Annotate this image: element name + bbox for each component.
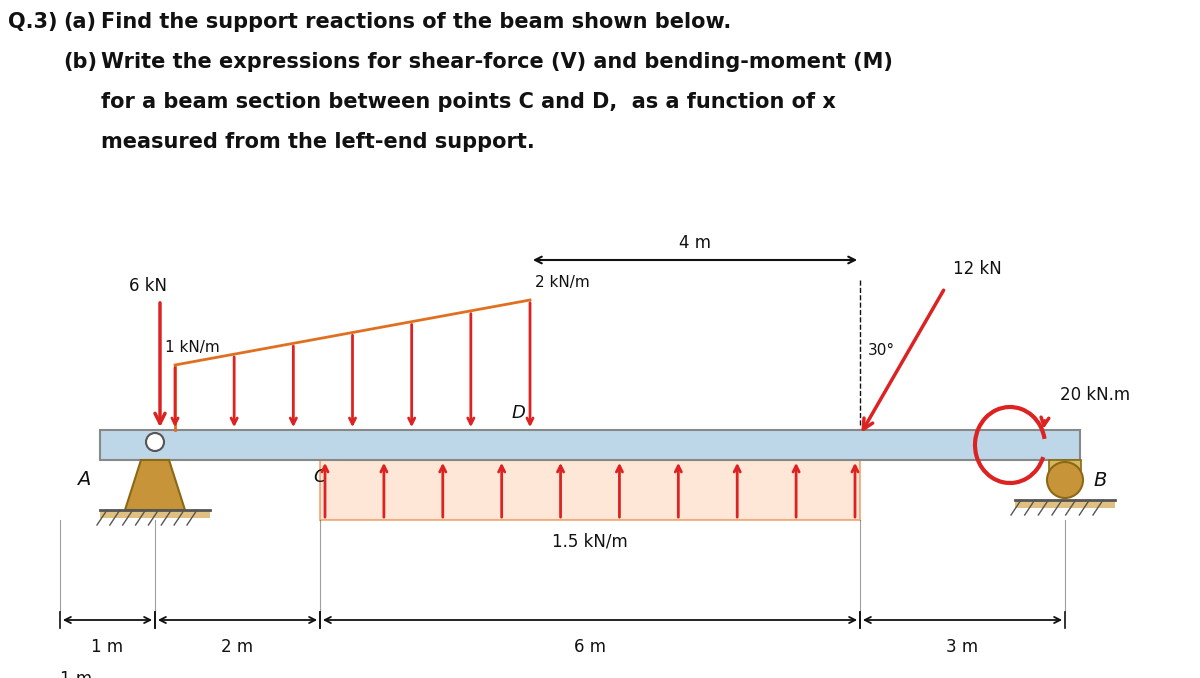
Polygon shape: [125, 460, 185, 510]
Text: (b): (b): [64, 52, 97, 72]
Text: 2 kN/m: 2 kN/m: [535, 275, 589, 290]
Text: B: B: [1093, 471, 1106, 490]
Bar: [100, 510, 210, 518]
Bar: [100, 430, 1080, 460]
Circle shape: [1046, 462, 1084, 498]
Text: for a beam section between points C and D,  as a function of x: for a beam section between points C and …: [101, 92, 836, 112]
Text: D: D: [511, 404, 526, 422]
Text: measured from the left-end support.: measured from the left-end support.: [101, 132, 535, 152]
Bar: [1049, 460, 1081, 480]
Text: 1 kN/m: 1 kN/m: [166, 340, 220, 355]
Text: 6 kN: 6 kN: [130, 277, 167, 295]
Text: Write the expressions for shear-force (V) and bending-moment (M): Write the expressions for shear-force (V…: [101, 52, 893, 72]
Text: (a): (a): [64, 12, 96, 32]
Text: 30°: 30°: [868, 343, 895, 358]
Bar: [1015, 500, 1115, 508]
Text: 20 kN.m: 20 kN.m: [1060, 386, 1130, 404]
Text: A: A: [77, 470, 90, 489]
Text: 2 m: 2 m: [222, 638, 253, 656]
Text: 1 m: 1 m: [91, 638, 124, 656]
Text: Q.3): Q.3): [8, 12, 58, 32]
Text: 12 kN: 12 kN: [953, 260, 1002, 278]
Text: 4 m: 4 m: [679, 234, 710, 252]
Text: C: C: [313, 468, 326, 486]
Text: 1 m: 1 m: [60, 670, 92, 678]
Text: Find the support reactions of the beam shown below.: Find the support reactions of the beam s…: [101, 12, 731, 32]
Circle shape: [146, 433, 164, 451]
Text: 1.5 kN/m: 1.5 kN/m: [552, 532, 628, 550]
Text: 6 m: 6 m: [574, 638, 606, 656]
Text: 3 m: 3 m: [947, 638, 978, 656]
Bar: [320, 460, 860, 520]
